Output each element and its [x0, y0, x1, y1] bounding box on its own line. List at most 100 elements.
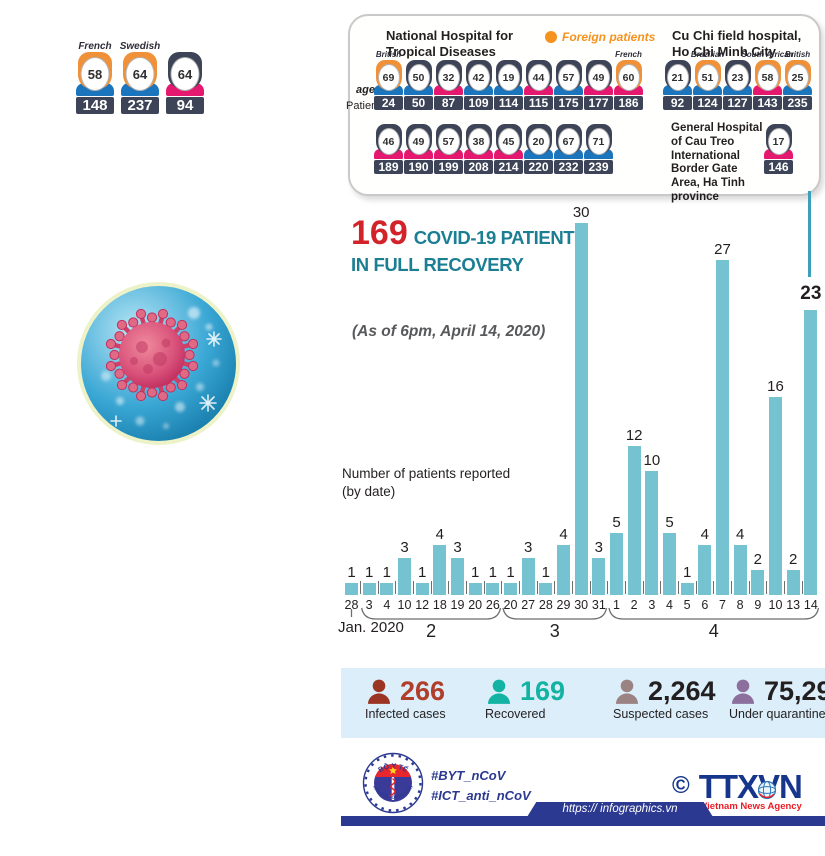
male-head-icon: 23 — [724, 60, 751, 91]
patient-avatar: 32 87 — [434, 53, 463, 111]
patient-age: 32 — [437, 64, 460, 91]
x-tick-label: 1 — [613, 598, 620, 612]
x-tick-label: 20 — [468, 598, 483, 612]
age-axis-label: age — [356, 84, 375, 96]
chart-bar — [574, 223, 588, 595]
bar-value-label: 1 — [347, 563, 356, 581]
patient-avatar: 64 94 — [166, 42, 204, 118]
bar-value-label: 1 — [682, 563, 692, 581]
agency-subtitle: Vietnam News Agency — [701, 801, 802, 812]
patient-avatar: Brazilian 51 124 — [691, 50, 724, 111]
bar-value-label: 5 — [612, 514, 621, 531]
patient-age: 21 — [666, 64, 689, 91]
x-tick — [677, 581, 679, 594]
stat-value: 266 — [400, 676, 446, 706]
x-tick-label: 14 — [803, 598, 818, 612]
stat-item: 2,264 Suspected cases — [613, 678, 716, 722]
chart-bar — [698, 545, 712, 595]
patient-age: 45 — [497, 128, 520, 155]
patient-age: 64 — [125, 57, 155, 91]
foreign-patient-dot-icon — [545, 31, 557, 43]
patient-age: 58 — [80, 57, 110, 91]
bar-value-label: 1 — [364, 563, 374, 581]
x-tick — [660, 581, 662, 594]
x-tick-label: 2 — [630, 598, 638, 612]
nationality-label: South African — [741, 50, 794, 59]
patient-number: 127 — [723, 96, 752, 110]
bar-value-label: 4 — [700, 526, 709, 544]
female-head-icon: 44 — [525, 60, 552, 91]
patient-age: 19 — [497, 64, 520, 91]
national-hospital-row2: 46 189 49 190 57 199 38 208 45 214 20 220 67 232 71 239 — [374, 117, 613, 175]
x-tick — [695, 581, 697, 594]
box-to-bar-connector-line — [808, 191, 811, 277]
x-tick-label: 28 — [538, 598, 553, 612]
x-tick-label: 10 — [397, 598, 412, 612]
chart-title: 169 COVID-19 PATIENTS IN FULL RECOVERY — [351, 214, 587, 276]
chart-bar — [733, 545, 747, 595]
patient-age: 69 — [377, 64, 400, 91]
patient-avatar: 57 175 — [554, 53, 583, 111]
patient-avatar: 17 146 — [764, 117, 793, 175]
x-tick-label: 10 — [768, 598, 783, 612]
bar-value-label: 1 — [470, 563, 480, 581]
male-head-icon: 21 — [664, 60, 691, 91]
chart-bar — [415, 582, 429, 595]
male-head-icon: 71 — [585, 124, 612, 155]
x-tick — [448, 581, 450, 594]
month-label: 3 — [549, 621, 560, 641]
x-tick — [748, 581, 750, 594]
cu-chi-hospital-title: Cu Chi field hospital, Ho Chi Minh City — [672, 28, 802, 60]
patient-age: 71 — [587, 128, 610, 155]
patient-avatar: 42 109 — [464, 53, 493, 111]
female-head-icon: 45 — [495, 124, 522, 155]
male-head-icon: 67 — [555, 124, 582, 155]
ministry-of-health-logo: BỘ Y TẾ MINISTRY OF HEALTH — [362, 752, 424, 814]
x-tick-label: 3 — [365, 598, 373, 612]
x-tick-label: 30 — [574, 598, 589, 612]
nationality-label: Swedish — [119, 41, 161, 52]
patient-number: 220 — [524, 160, 553, 174]
chart-bar — [486, 582, 500, 595]
chart-bar — [592, 557, 606, 595]
patient-number: 143 — [753, 96, 782, 110]
patient-age: 50 — [407, 64, 430, 91]
patient-age: 44 — [527, 64, 550, 91]
x-tick — [801, 581, 803, 594]
bar-value-label: 3 — [594, 538, 603, 556]
hashtag: #BYT_nCoV — [431, 768, 506, 783]
patient-age: 51 — [696, 64, 719, 91]
footer-bar — [341, 816, 825, 826]
chart-bar — [786, 570, 800, 595]
patient-age: 20 — [527, 128, 550, 155]
patient-age: 58 — [756, 64, 779, 91]
x-tick — [589, 581, 591, 594]
stat-item: 75,291Under quarantine — [729, 678, 825, 722]
patient-avatar: 57 199 — [434, 117, 463, 175]
recovery-bar-chart: 169 COVID-19 PATIENTS IN FULL RECOVERY (… — [338, 200, 825, 652]
chart-bar — [769, 396, 782, 595]
nationality-label: French — [615, 50, 642, 59]
patient-number: 124 — [693, 96, 722, 110]
bar-value-label: 3 — [400, 538, 409, 556]
x-tick-label: 31 — [591, 598, 606, 612]
foreign-male-head-icon: 64 — [123, 52, 157, 91]
patient-number: 175 — [554, 96, 583, 110]
patient-avatar: 23 127 — [723, 53, 752, 111]
patient-number: 177 — [584, 96, 613, 110]
chart-bar — [380, 582, 394, 595]
bar-value-label: 1 — [506, 563, 515, 581]
chart-bar — [610, 533, 623, 595]
bar-value-label: 1 — [488, 563, 497, 581]
patient-avatar: 49 177 — [584, 53, 613, 111]
bars-layer: 1 28 1 3 1 4 3 10 1 12 4 18 3 19 1 20 1 26 1 20 3 27 1 28 4 29 30 3… — [338, 200, 825, 652]
nationality-label: British — [784, 50, 811, 59]
female-head-icon: 49 — [585, 60, 612, 91]
female-head-icon: 57 — [435, 124, 462, 155]
chart-bar — [521, 557, 535, 595]
chart-bar — [539, 582, 553, 595]
patient-avatar: British 69 24 — [374, 50, 403, 111]
agency-name: TTXVN — [698, 768, 803, 805]
x-tick-label: 5 — [683, 598, 691, 612]
bar-value-label: 1 — [382, 563, 391, 581]
